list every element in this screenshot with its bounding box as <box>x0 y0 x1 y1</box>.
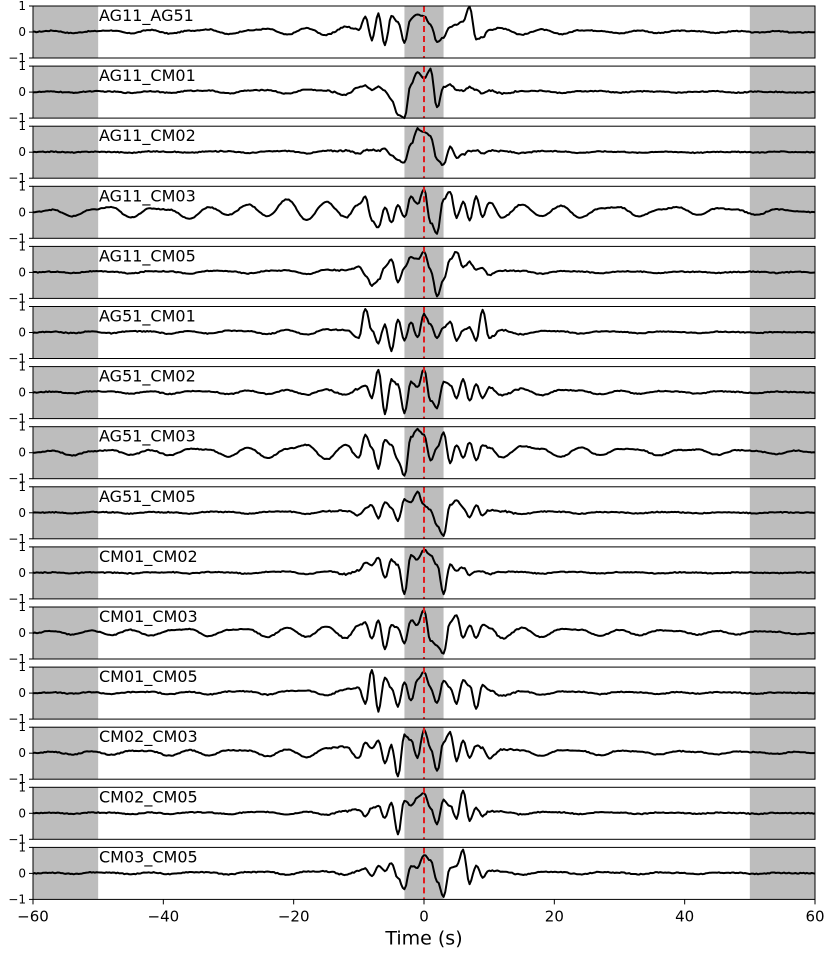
y-tick-label-8-1: 0 <box>18 506 26 520</box>
y-tick-label-6-2: −1 <box>8 412 26 426</box>
y-tick-label-10-0: 1 <box>18 600 26 614</box>
y-tick-label-14-1: 0 <box>18 866 26 880</box>
station-pair-label: AG51_CM01 <box>99 307 196 327</box>
y-tick-label-5-1: 0 <box>18 326 26 340</box>
station-pair-label: AG51_CM02 <box>99 367 196 387</box>
y-tick-label-5-2: −1 <box>8 352 26 366</box>
y-tick-label-14-2: −1 <box>8 892 26 906</box>
x-tick-label-5: 40 <box>675 907 694 925</box>
y-tick-label-8-2: −1 <box>8 532 26 546</box>
station-pair-label: CM02_CM05 <box>99 787 198 807</box>
station-pair-label: CM01_CM05 <box>99 667 198 687</box>
x-tick-label-0: −60 <box>17 907 49 925</box>
y-tick-label-1-1: 0 <box>18 85 26 99</box>
shaded-region-3-0 <box>33 186 99 239</box>
trace-line-cm03-cm05 <box>32 848 816 898</box>
y-tick-label-3-0: 1 <box>18 179 26 193</box>
x-tick-label-6: 60 <box>805 907 824 925</box>
y-tick-label-13-2: −1 <box>8 832 26 846</box>
station-pair-label: AG11_CM05 <box>99 246 196 266</box>
station-pair-label: AG11_CM02 <box>99 126 196 146</box>
y-tick-label-2-2: −1 <box>8 171 26 185</box>
y-tick-label-3-2: −1 <box>8 231 26 245</box>
y-tick-label-7-2: −1 <box>8 472 26 486</box>
y-tick-label-11-1: 0 <box>18 686 26 700</box>
trace-line-ag51-cm03 <box>33 427 816 477</box>
y-tick-label-2-1: 0 <box>18 145 26 159</box>
y-tick-label-14-0: 1 <box>18 840 26 854</box>
y-tick-label-6-0: 1 <box>18 360 26 374</box>
station-pair-label: AG11_AG51 <box>99 6 194 26</box>
station-pair-label: AG51_CM03 <box>99 427 196 447</box>
y-tick-label-13-0: 1 <box>18 780 26 794</box>
y-tick-label-9-0: 1 <box>18 540 26 554</box>
y-tick-label-11-0: 1 <box>18 660 26 674</box>
y-tick-label-4-2: −1 <box>8 291 26 305</box>
y-tick-label-12-0: 1 <box>18 720 26 734</box>
y-tick-label-7-0: 1 <box>18 420 26 434</box>
y-tick-label-4-0: 1 <box>18 239 26 253</box>
y-tick-label-5-0: 1 <box>18 300 26 314</box>
y-tick-label-7-1: 0 <box>18 446 26 460</box>
station-pair-label: AG51_CM05 <box>99 487 196 507</box>
station-pair-label: AG11_CM03 <box>99 186 196 206</box>
y-tick-label-6-1: 0 <box>18 386 26 400</box>
trace-line-ag51-cm01 <box>32 308 816 353</box>
x-tick-label-1: −40 <box>148 907 180 925</box>
y-tick-label-12-2: −1 <box>8 772 26 786</box>
trace-line-ag51-cm05 <box>32 490 816 537</box>
station-pair-label: CM02_CM03 <box>99 727 198 747</box>
y-tick-label-13-1: 0 <box>18 806 26 820</box>
y-tick-label-1-0: 1 <box>18 59 26 73</box>
x-tick-label-2: −20 <box>278 907 310 925</box>
y-tick-label-1-2: −1 <box>8 111 26 125</box>
y-tick-label-0-1: 0 <box>18 25 26 39</box>
y-tick-label-3-1: 0 <box>18 205 26 219</box>
x-tick-label-4: 20 <box>545 907 564 925</box>
x-tick-label-3: 0 <box>419 907 429 925</box>
y-tick-label-8-0: 1 <box>18 480 26 494</box>
y-tick-label-12-1: 0 <box>18 746 26 760</box>
y-tick-label-2-0: 1 <box>18 119 26 133</box>
shaded-region-7-0 <box>33 426 99 479</box>
station-pair-label: AG11_CM01 <box>99 66 196 86</box>
y-tick-label-9-2: −1 <box>8 592 26 606</box>
y-tick-label-4-1: 0 <box>18 265 26 279</box>
x-axis-label: Time (s) <box>384 927 462 949</box>
y-tick-label-10-1: 0 <box>18 626 26 640</box>
y-tick-label-11-2: −1 <box>8 712 26 726</box>
y-tick-label-10-2: −1 <box>8 652 26 666</box>
y-tick-label-9-1: 0 <box>18 566 26 580</box>
station-pair-label: CM01_CM02 <box>99 547 198 567</box>
station-pair-label: CM01_CM03 <box>99 607 198 627</box>
y-tick-label-0-2: −1 <box>8 51 26 65</box>
station-pair-label: CM03_CM05 <box>99 847 198 867</box>
y-tick-label-0-0: 1 <box>18 0 26 13</box>
